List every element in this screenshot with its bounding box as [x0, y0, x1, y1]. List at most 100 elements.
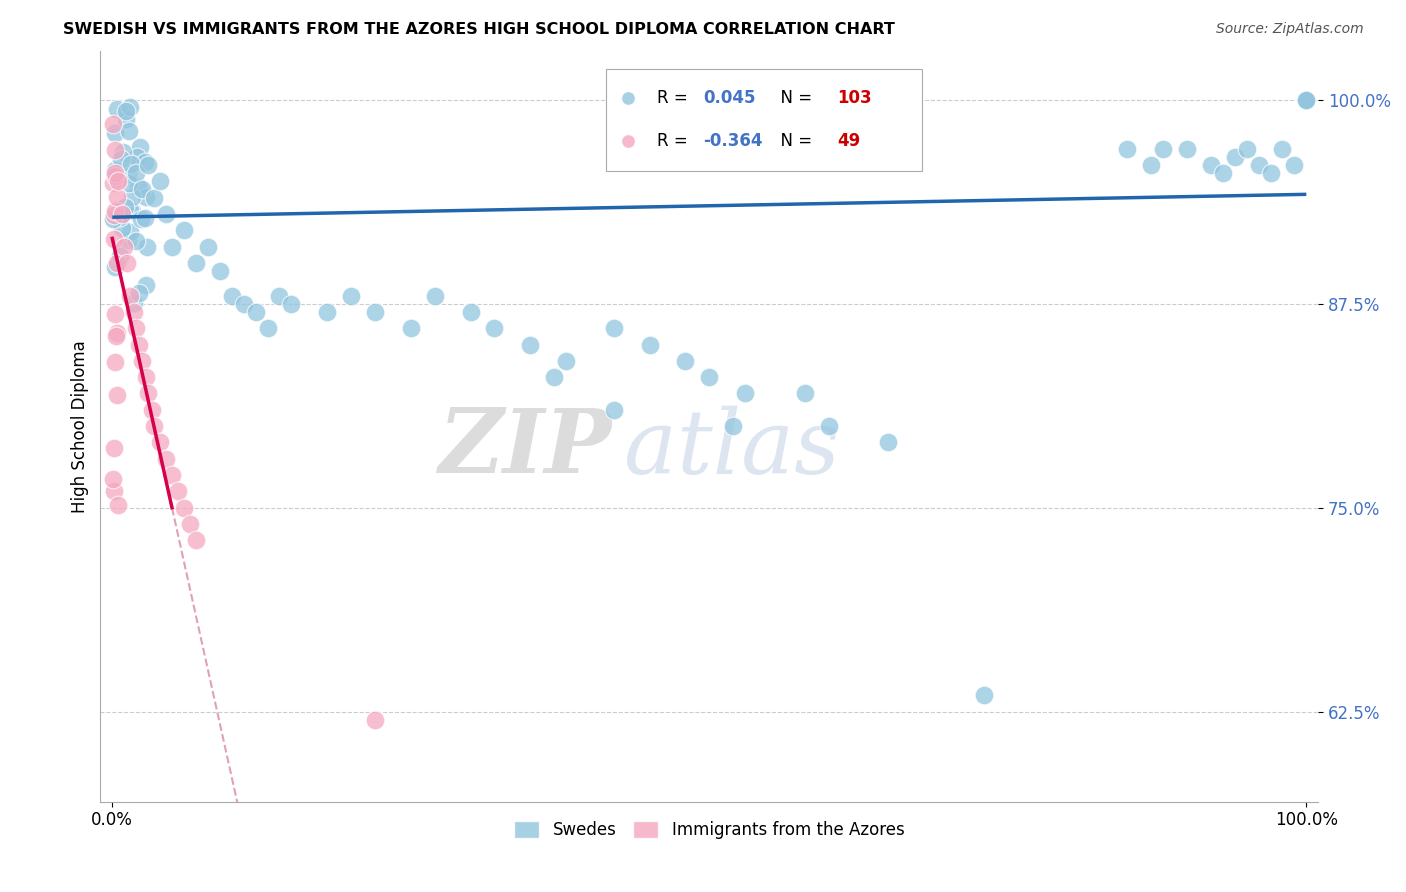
Y-axis label: High School Diploma: High School Diploma — [72, 340, 89, 513]
Point — [104, 126, 127, 140]
Point — [1295, 93, 1317, 107]
Point — [619, 195, 641, 210]
Point — [105, 256, 128, 270]
Point — [1116, 142, 1139, 156]
Point — [110, 152, 132, 166]
Point — [103, 441, 125, 455]
Point — [112, 239, 135, 253]
Point — [114, 103, 136, 118]
Text: SWEDISH VS IMMIGRANTS FROM THE AZORES HIGH SCHOOL DIPLOMA CORRELATION CHART: SWEDISH VS IMMIGRANTS FROM THE AZORES HI… — [63, 22, 896, 37]
Point — [173, 500, 195, 515]
Point — [269, 288, 291, 302]
Point — [111, 207, 134, 221]
Point — [1295, 93, 1317, 107]
Point — [131, 354, 153, 368]
Point — [104, 169, 127, 183]
Legend: Swedes, Immigrants from the Azores: Swedes, Immigrants from the Azores — [508, 814, 911, 846]
Point — [1271, 142, 1294, 156]
Point — [125, 150, 148, 164]
Point — [149, 435, 172, 450]
Point — [136, 158, 159, 172]
Point — [245, 305, 267, 319]
Point — [118, 123, 141, 137]
Point — [340, 288, 363, 302]
Point — [122, 296, 145, 310]
Point — [1175, 142, 1198, 156]
Point — [221, 288, 243, 302]
Point — [160, 468, 183, 483]
Point — [484, 321, 506, 335]
Point — [1199, 158, 1222, 172]
Text: R =: R = — [657, 89, 693, 107]
Point — [603, 402, 626, 417]
Text: Source: ZipAtlas.com: Source: ZipAtlas.com — [1216, 22, 1364, 37]
Point — [111, 145, 134, 160]
Point — [973, 689, 995, 703]
Point — [160, 239, 183, 253]
Point — [103, 212, 125, 227]
Point — [364, 305, 387, 319]
Point — [1236, 142, 1258, 156]
Text: R =: R = — [657, 132, 693, 150]
Point — [125, 234, 148, 248]
Point — [104, 260, 127, 274]
Point — [734, 386, 756, 401]
FancyBboxPatch shape — [606, 70, 922, 171]
Point — [115, 256, 138, 270]
Point — [208, 264, 231, 278]
Text: 49: 49 — [837, 132, 860, 150]
Point — [107, 498, 129, 512]
Point — [125, 321, 148, 335]
Point — [675, 354, 697, 368]
Point — [423, 288, 446, 302]
Point — [638, 337, 661, 351]
Point — [105, 329, 128, 343]
Point — [118, 100, 141, 114]
Point — [399, 321, 422, 335]
Point — [129, 140, 152, 154]
Point — [107, 174, 129, 188]
Text: 103: 103 — [837, 89, 872, 107]
Point — [135, 190, 157, 204]
Point — [197, 239, 219, 253]
Point — [135, 370, 157, 384]
Point — [543, 370, 565, 384]
Point — [120, 202, 142, 217]
Point — [721, 419, 744, 434]
Point — [135, 277, 157, 292]
Point — [603, 321, 626, 335]
Point — [316, 305, 339, 319]
Point — [817, 419, 839, 434]
Point — [101, 118, 124, 132]
Point — [1284, 158, 1306, 172]
Point — [105, 326, 128, 341]
Point — [121, 190, 143, 204]
Point — [141, 402, 163, 417]
Point — [121, 204, 143, 219]
Point — [104, 203, 127, 218]
Point — [1140, 158, 1163, 172]
Point — [136, 240, 159, 254]
Text: -0.364: -0.364 — [703, 132, 762, 150]
Point — [877, 435, 900, 450]
Point — [103, 484, 125, 499]
Point — [122, 305, 145, 319]
Point — [120, 288, 142, 302]
Point — [1212, 166, 1234, 180]
Point — [103, 208, 125, 222]
Point — [519, 337, 541, 351]
Point — [118, 176, 141, 190]
Point — [173, 223, 195, 237]
Point — [184, 533, 207, 548]
Point — [149, 174, 172, 188]
Point — [103, 473, 125, 487]
Point — [105, 174, 128, 188]
Point — [131, 182, 153, 196]
Point — [143, 419, 166, 434]
Point — [111, 221, 134, 235]
Point — [129, 212, 152, 227]
Point — [104, 144, 127, 158]
Text: 0.045: 0.045 — [703, 89, 755, 107]
Point — [143, 191, 166, 205]
Point — [256, 321, 278, 335]
